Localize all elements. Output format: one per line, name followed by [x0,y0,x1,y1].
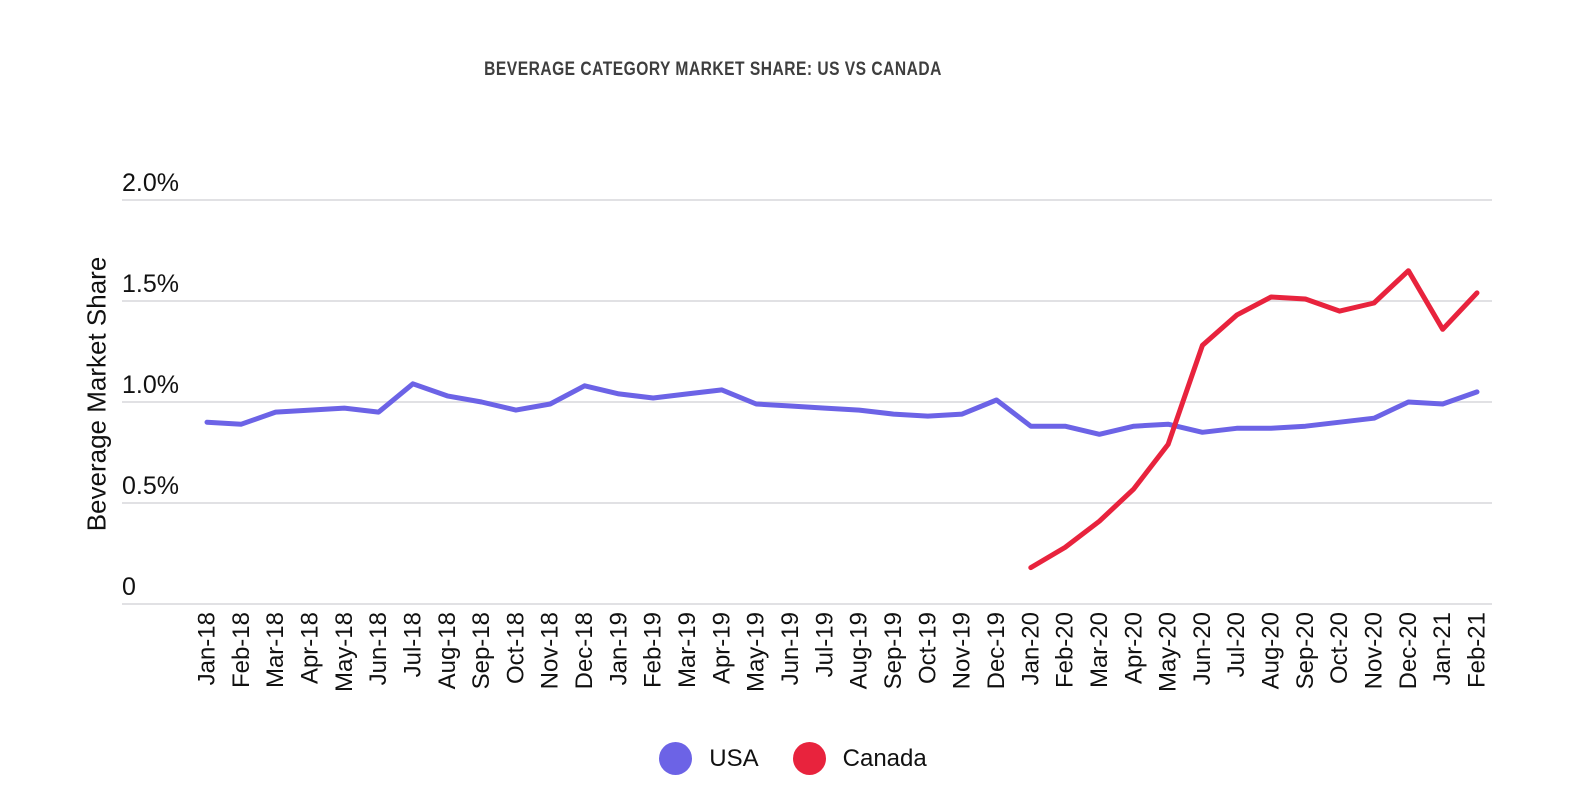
x-tick-label: May-20 [1155,612,1182,692]
x-tick-label: Jan-18 [194,612,221,685]
y-tick-label: 2.0% [122,169,179,197]
x-tick-label: Jun-18 [365,612,392,685]
canada-series-swatch [792,742,826,775]
x-tick-label: Oct-20 [1326,612,1353,684]
x-tick-label: Jun-19 [777,612,804,685]
chart-title: BEVERAGE CATEGORY MARKET SHARE: US VS CA… [484,59,942,80]
x-tick-label: Dec-19 [983,612,1010,689]
legend-item-canada[interactable]: Canada [792,742,927,775]
x-tick-label: Jan-21 [1429,612,1456,685]
x-tick-label: Aug-19 [846,612,873,689]
x-tick-label: Feb-18 [228,612,255,688]
x-tick-label: Mar-19 [674,612,701,688]
y-tick-label: 1.5% [122,270,179,298]
x-tick-label: Feb-19 [640,612,667,688]
x-tick-label: May-19 [743,612,770,692]
usa-line [204,381,1480,437]
x-tick-label: Sep-19 [880,612,907,689]
x-tick-label: Oct-19 [914,612,941,684]
usa-series-swatch [659,742,693,775]
x-tick-label: Jan-20 [1017,612,1044,685]
x-tick-label: Nov-20 [1361,612,1388,689]
x-tick-label: Dec-18 [571,612,598,689]
y-tick-label: 1.0% [122,371,179,399]
legend: USA Canada [0,742,1586,775]
x-tick-label: Dec-20 [1395,612,1422,689]
x-tick-label: Apr-19 [708,612,735,684]
x-tick-label: Oct-18 [502,612,529,684]
x-tick-label: Sep-18 [468,612,495,689]
y-tick-label: 0 [122,573,136,601]
x-tick-label: Apr-18 [296,612,323,684]
legend-item-usa[interactable]: USA [659,742,759,775]
x-tick-label: Nov-18 [537,612,564,689]
x-tick-label: Feb-21 [1464,612,1491,688]
canada-line [1028,268,1480,571]
x-tick-label: Aug-20 [1258,612,1285,689]
y-tick-label: 0.5% [122,472,179,500]
legend-label-usa: USA [709,744,759,772]
x-tick-label: Jul-20 [1223,612,1250,677]
x-tick-label: Apr-20 [1120,612,1147,684]
legend-label-canada: Canada [842,744,927,772]
x-tick-label: Mar-20 [1086,612,1113,688]
x-tick-label: Jan-19 [605,612,632,685]
x-tick-label: May-18 [331,612,358,692]
x-tick-label: Jul-18 [399,612,426,677]
x-tick-label: Jun-20 [1189,612,1216,685]
x-tick-label: Mar-18 [262,612,289,688]
x-tick-label: Nov-19 [949,612,976,689]
x-tick-label: Aug-18 [434,612,461,689]
x-tick-label: Feb-20 [1052,612,1079,688]
x-tick-label: Jul-19 [811,612,838,677]
x-tick-label: Sep-20 [1292,612,1319,689]
